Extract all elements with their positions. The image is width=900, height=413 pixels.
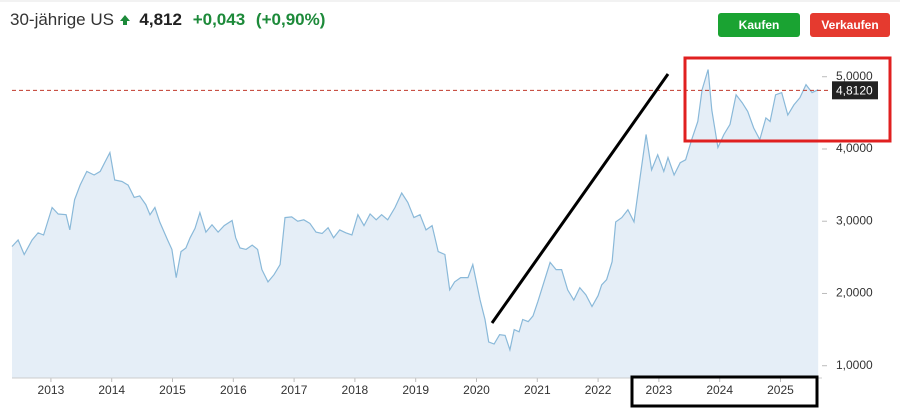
x-tick-label: 2014 xyxy=(98,383,125,397)
x-tick-label: 2016 xyxy=(220,383,247,397)
current-price-box xyxy=(832,81,878,100)
buy-button[interactable]: Kaufen xyxy=(718,13,800,37)
x-tick-label: 2020 xyxy=(463,383,490,397)
x-tick-label: 2023 xyxy=(646,383,673,397)
y-tick-label: 2,0000 xyxy=(836,286,873,300)
price-line xyxy=(11,69,819,353)
x-tick-label: 2013 xyxy=(38,383,65,397)
x-tick-label: 2024 xyxy=(706,383,733,397)
y-tick-label: 3,0000 xyxy=(836,213,873,227)
change-pct: (+0,90%) xyxy=(255,10,326,29)
x-tick-label: 2018 xyxy=(342,383,369,397)
x-tick-label: 2015 xyxy=(159,383,186,397)
y-tick-label: 1,0000 xyxy=(836,358,873,372)
price: 4,812 xyxy=(139,10,182,29)
highlight-box-red xyxy=(683,56,892,143)
header: 30-jährige US 4,812 +0,043 (+0,90%) xyxy=(10,10,325,30)
area-fill xyxy=(12,69,819,378)
x-tick-label: 2021 xyxy=(524,383,551,397)
x-tick-label: 2017 xyxy=(281,383,308,397)
sell-button[interactable]: Verkaufen xyxy=(810,13,890,37)
up-arrow xyxy=(119,15,130,25)
instrument-title: 30-jährige US xyxy=(10,10,114,29)
highlight-box-black xyxy=(630,375,819,408)
trend-line-annotation xyxy=(490,73,670,324)
current-price-label: 4,8120 xyxy=(836,83,873,97)
x-tick-label: 2025 xyxy=(767,383,794,397)
change: +0,043 xyxy=(192,10,246,29)
x-tick-label: 2019 xyxy=(402,383,429,397)
x-tick-label: 2022 xyxy=(585,383,612,397)
y-tick-label: 4,0000 xyxy=(836,141,873,155)
y-tick-label: 5,0000 xyxy=(836,69,873,83)
